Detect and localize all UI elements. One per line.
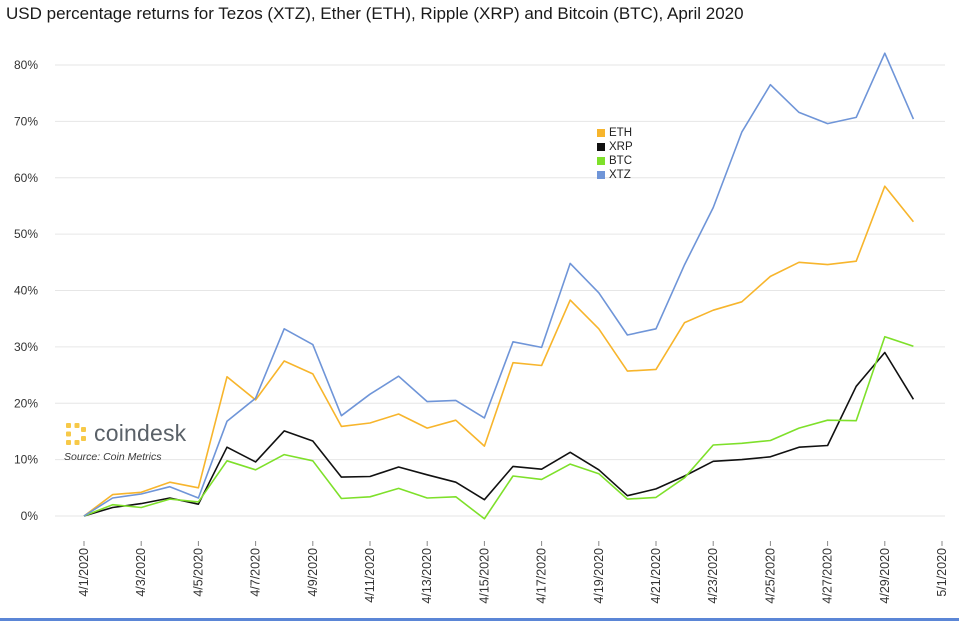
x-tick-label: 4/3/2020 [134,548,148,597]
gridlines [55,64,945,517]
legend-swatch [597,143,605,151]
bottom-accent-bar [0,618,959,621]
x-tick-label: 4/1/2020 [77,548,91,597]
x-tick-label: 4/25/2020 [763,548,777,604]
legend-label: BTC [609,155,632,167]
legend: ETH XRP BTC XTZ [597,126,633,182]
y-axis-ticks: 0% 10% 20% 30% 40% 50% 60% 70% 80% [14,58,38,523]
legend-item-eth: ETH [597,126,633,140]
coindesk-logo-icon [66,422,86,445]
y-tick-label: 40% [14,284,38,298]
x-tick-label: 4/27/2020 [821,548,835,604]
legend-item-btc: BTC [597,154,633,168]
brand-name: coindesk [94,420,187,446]
x-tick-label: 4/19/2020 [592,548,606,604]
x-tick-label: 5/1/2020 [935,548,949,597]
y-tick-label: 50% [14,227,38,241]
legend-swatch [597,157,605,165]
x-tick-label: 4/5/2020 [191,548,205,597]
x-tick-label: 4/13/2020 [420,548,434,604]
y-tick-label: 70% [14,114,38,128]
x-tick-label: 4/17/2020 [535,548,549,604]
x-tick-label: 4/7/2020 [249,548,263,597]
x-tick-label: 4/9/2020 [306,548,320,597]
series-line-xrp [83,351,915,517]
brand-block: coindesk Source: Coin Metrics [64,420,186,463]
x-axis-ticks: 4/1/2020 4/3/2020 4/5/2020 4/7/2020 4/9/2020… [77,541,949,604]
y-tick-label: 10% [14,453,38,467]
x-tick-label: 4/11/2020 [363,548,377,603]
legend-swatch [597,171,605,179]
source-note: Source: Coin Metrics [64,451,162,463]
series-line-btc [83,335,914,520]
series-line-xtz [83,52,915,517]
legend-item-xrp: XRP [597,140,633,154]
y-tick-label: 30% [14,340,38,354]
legend-label: XRP [609,141,633,153]
y-tick-label: 80% [14,58,38,72]
legend-label: ETH [609,127,632,139]
x-tick-label: 4/21/2020 [649,548,663,604]
legend-item-xtz: XTZ [597,168,633,182]
legend-swatch [597,129,605,137]
y-tick-label: 60% [14,171,38,185]
series-line-eth [83,185,915,517]
legend-label: XTZ [609,169,631,181]
x-tick-label: 4/15/2020 [477,548,491,604]
y-tick-label: 20% [14,396,38,410]
series-lines [83,52,915,520]
chart-title: USD percentage returns for Tezos (XTZ), … [6,4,744,23]
y-tick-label: 0% [21,509,39,523]
x-tick-label: 4/23/2020 [706,548,720,604]
x-tick-label: 4/29/2020 [878,548,892,604]
